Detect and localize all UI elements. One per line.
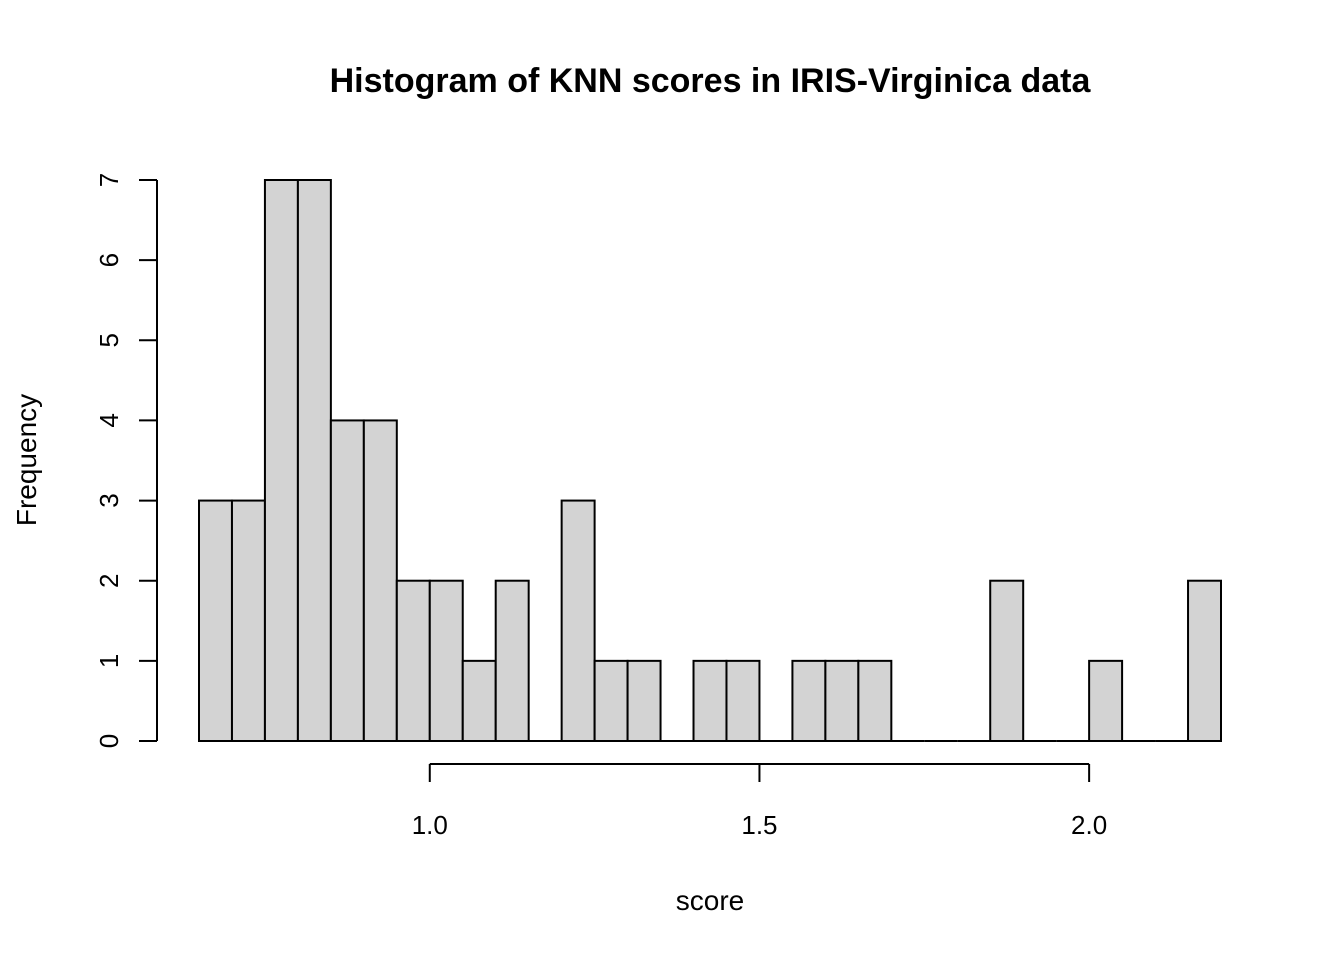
x-axis: 1.0 1.5 2.0 — [412, 763, 1107, 840]
histogram-bar — [560, 499, 596, 743]
histogram-bar — [230, 499, 266, 743]
histogram-bar — [725, 659, 761, 742]
x-axis-label: score — [676, 885, 744, 916]
x-tick-label: 1.5 — [741, 810, 777, 840]
histogram-bar — [494, 579, 530, 743]
histogram-bar — [593, 659, 629, 742]
x-tick-label: 1.0 — [412, 810, 448, 840]
histogram-bar — [329, 419, 365, 742]
y-tick-label: 1 — [94, 654, 124, 668]
y-axis-label: Frequency — [11, 394, 42, 526]
y-axis: 0 1 2 3 4 5 6 7 — [94, 173, 158, 748]
histogram-bar — [626, 659, 662, 742]
histogram-bar — [1187, 579, 1222, 743]
histogram-bar — [263, 179, 299, 742]
y-tick-label: 2 — [94, 573, 124, 587]
y-tick-label: 5 — [94, 333, 124, 347]
histogram-bar — [296, 179, 332, 742]
bars-group — [198, 179, 1222, 743]
y-tick-label: 6 — [94, 253, 124, 267]
chart-title: Histogram of KNN scores in IRIS-Virginic… — [330, 62, 1092, 100]
histogram-bar — [461, 659, 497, 742]
histogram-bar — [198, 499, 233, 743]
histogram-bar — [692, 659, 728, 742]
histogram-bar — [1088, 659, 1124, 742]
histogram-bar — [395, 579, 431, 743]
histogram-bar — [791, 659, 827, 742]
y-tick-label: 4 — [94, 413, 124, 427]
y-tick-label: 7 — [94, 173, 124, 187]
histogram-bar — [857, 659, 893, 742]
histogram-bar — [362, 419, 398, 742]
x-tick-label: 2.0 — [1071, 810, 1107, 840]
histogram-bar — [989, 579, 1025, 743]
y-tick-label: 0 — [94, 734, 124, 748]
histogram-bar — [824, 659, 860, 742]
y-tick-label: 3 — [94, 493, 124, 507]
histogram-bar — [428, 579, 464, 743]
